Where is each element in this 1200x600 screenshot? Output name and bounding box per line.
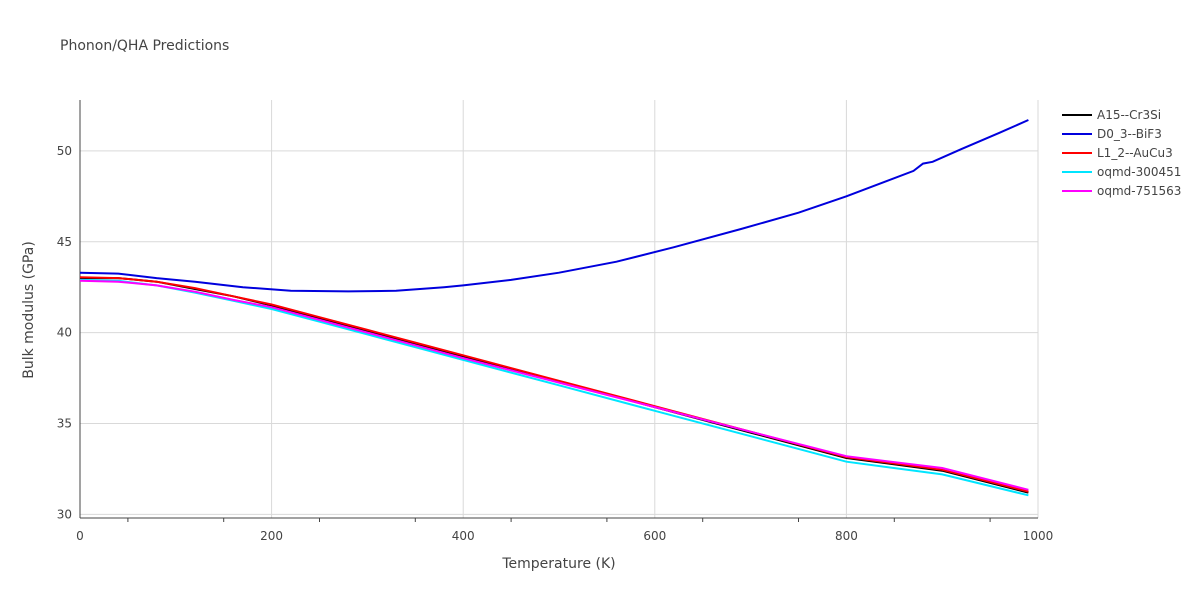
- x-tick-label: 600: [643, 529, 666, 543]
- x-tick-label: 800: [835, 529, 858, 543]
- y-tick-label: 50: [57, 144, 72, 158]
- legend-label: A15--Cr3Si: [1097, 108, 1161, 122]
- x-axis-title: Temperature (K): [501, 556, 615, 572]
- y-tick-label: 45: [57, 235, 72, 249]
- y-tick-label: 30: [57, 507, 72, 521]
- legend-item[interactable]: D0_3--BiF3: [1062, 127, 1162, 141]
- tick-labels: 0 200 400 600 800 1000 30 35 40 45 50: [57, 144, 1054, 543]
- axes: [79, 100, 1038, 522]
- x-tick-label: 0: [76, 529, 84, 543]
- series-lines: [79, 119, 1029, 497]
- legend-item[interactable]: oqmd-300451: [1062, 165, 1181, 179]
- x-tick-label: 200: [260, 529, 283, 543]
- legend-label: L1_2--AuCu3: [1097, 146, 1173, 160]
- legend-label: D0_3--BiF3: [1097, 127, 1162, 141]
- legend-item[interactable]: oqmd-751563: [1062, 184, 1181, 198]
- series-line-oqmd-751563: [79, 279, 1029, 491]
- chart-title: Phonon/QHA Predictions: [60, 38, 229, 54]
- y-tick-label: 35: [57, 416, 72, 430]
- x-tick-label: 400: [452, 529, 475, 543]
- legend-item[interactable]: A15--Cr3Si: [1062, 108, 1161, 122]
- series-line-D0_3--BiF3: [79, 119, 1029, 293]
- legend-label: oqmd-751563: [1097, 184, 1181, 198]
- legend-label: oqmd-300451: [1097, 165, 1181, 179]
- legend: A15--Cr3Si D0_3--BiF3 L1_2--AuCu3 oqmd-3004…: [1062, 108, 1181, 198]
- y-tick-label: 40: [57, 326, 72, 340]
- legend-item[interactable]: L1_2--AuCu3: [1062, 146, 1173, 160]
- grid-lines: [80, 100, 1039, 518]
- y-axis-title: Bulk modulus (GPa): [21, 241, 37, 379]
- x-tick-label: 1000: [1023, 529, 1054, 543]
